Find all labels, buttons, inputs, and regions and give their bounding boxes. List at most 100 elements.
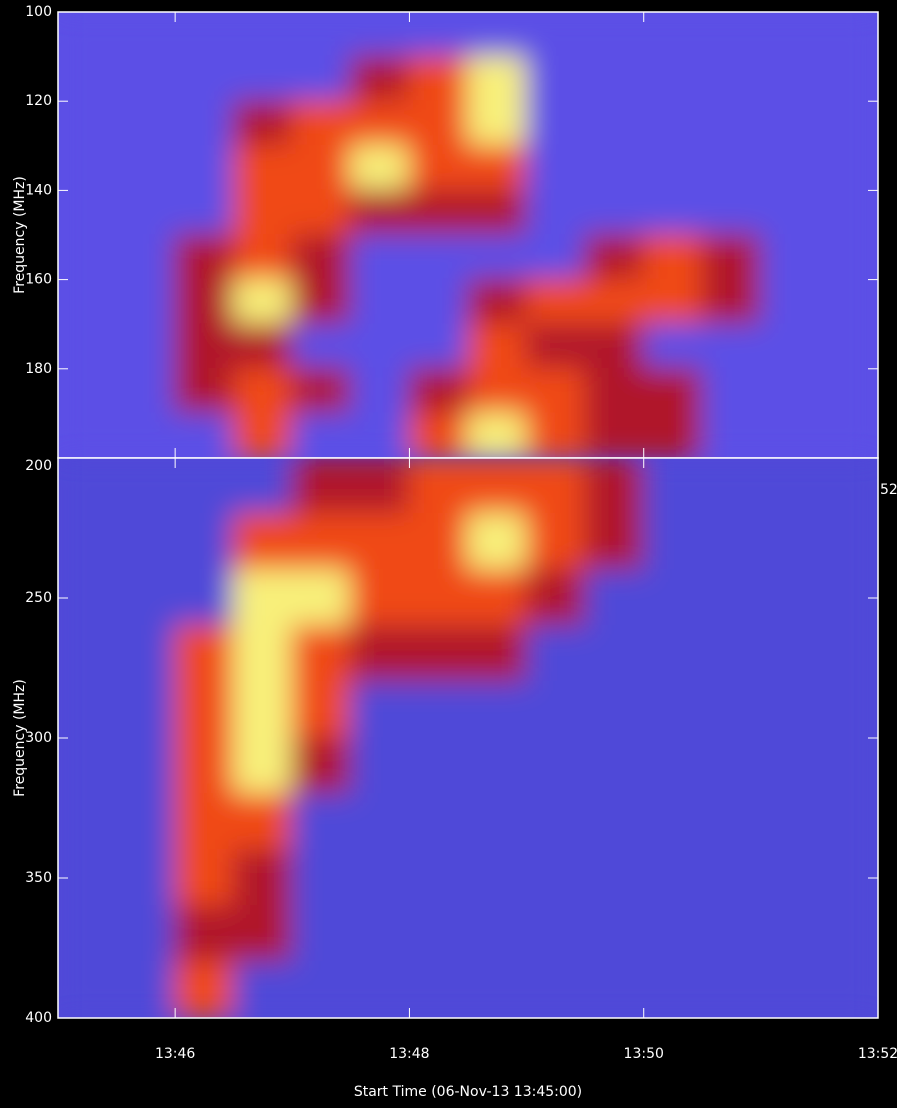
- heatmap-cell: [701, 55, 762, 103]
- heatmap-cell: [232, 793, 294, 851]
- heatmap-cell: [584, 100, 645, 147]
- heatmap-cell: [408, 849, 469, 907]
- heatmap-cell: [759, 513, 821, 571]
- heatmap-cell: [642, 100, 704, 147]
- heatmap-cell: [818, 905, 878, 963]
- heatmap-cell: [759, 412, 821, 458]
- heatmap-cell: [58, 12, 118, 58]
- heatmap-cell: [408, 737, 469, 795]
- heatmap-cell: [115, 100, 177, 147]
- heatmap-cell: [642, 737, 704, 795]
- heatmap-cell: [642, 961, 704, 1018]
- heatmap-cell: [291, 412, 352, 458]
- heatmap-cell: [232, 681, 294, 739]
- heatmap-cell: [584, 189, 645, 236]
- heatmap-cell: [115, 905, 177, 963]
- heatmap-cell: [291, 625, 352, 683]
- heatmap: [58, 458, 878, 1018]
- heatmap-cell: [408, 189, 469, 236]
- heatmap-cell: [759, 961, 821, 1018]
- heatmap-cell: [818, 737, 878, 795]
- heatmap-cell: [291, 513, 352, 571]
- heatmap-cell: [291, 458, 352, 515]
- heatmap-cell: [115, 144, 177, 192]
- y-tick-label: 400: [25, 1010, 52, 1026]
- heatmap-cell: [642, 189, 704, 236]
- heatmap-cell: [642, 234, 704, 281]
- heatmap-cell: [408, 569, 469, 627]
- y-tick-label: 140: [25, 182, 52, 198]
- heatmap-cell: [349, 367, 411, 415]
- heatmap-cell: [349, 849, 411, 907]
- heatmap-cell: [115, 323, 177, 370]
- heatmap-cell: [58, 55, 118, 103]
- heatmap-cell: [467, 278, 528, 326]
- heatmap-cell: [291, 849, 352, 907]
- heatmap-cell: [642, 513, 704, 571]
- heatmap-cell: [759, 458, 821, 515]
- heatmap-cell: [818, 234, 878, 281]
- heatmap-cell: [408, 412, 469, 458]
- heatmap-cell: [584, 55, 645, 103]
- heatmap-cell: [701, 234, 762, 281]
- heatmap-cell: [584, 793, 645, 851]
- heatmap-cell: [525, 513, 587, 571]
- heatmap-cell: [58, 100, 118, 147]
- heatmap-cell: [408, 234, 469, 281]
- heatmap-cell: [525, 737, 587, 795]
- heatmap-cell: [584, 367, 645, 415]
- heatmap-cell: [291, 100, 352, 147]
- heatmap-cell: [58, 278, 118, 326]
- y-tick-label: 120: [25, 93, 52, 109]
- heatmap-cell: [642, 681, 704, 739]
- heatmap-cell: [525, 793, 587, 851]
- heatmap-cell: [642, 55, 704, 103]
- heatmap-cell: [759, 367, 821, 415]
- heatmap-cell: [818, 12, 878, 58]
- heatmap-cell: [115, 278, 177, 326]
- heatmap-cell: [759, 278, 821, 326]
- heatmap-cell: [232, 737, 294, 795]
- heatmap-cell: [232, 961, 294, 1018]
- heatmap-cell: [232, 569, 294, 627]
- heatmap-cell: [174, 905, 235, 963]
- heatmap-cell: [115, 737, 177, 795]
- heatmap-cell: [584, 458, 645, 515]
- heatmap-cell: [115, 412, 177, 458]
- y-tick-label: 180: [25, 361, 52, 377]
- heatmap-cell: [174, 189, 235, 236]
- heatmap-cell: [525, 625, 587, 683]
- heatmap-cell: [467, 737, 528, 795]
- heatmap-cell: [759, 55, 821, 103]
- heatmap-cell: [759, 793, 821, 851]
- heatmap-cell: [525, 234, 587, 281]
- y-axis-label: Frequency (MHz): [12, 176, 28, 294]
- heatmap-cell: [467, 625, 528, 683]
- heatmap-cell: [349, 55, 411, 103]
- heatmap-cell: [525, 323, 587, 370]
- y-tick-label: 350: [25, 870, 52, 886]
- heatmap-cell: [525, 458, 587, 515]
- heatmap-cell: [642, 412, 704, 458]
- heatmap-cell: [818, 367, 878, 415]
- heatmap-cell: [525, 849, 587, 907]
- heatmap-cell: [818, 55, 878, 103]
- heatmap-cell: [232, 12, 294, 58]
- heatmap-cell: [232, 367, 294, 415]
- heatmap-cell: [349, 681, 411, 739]
- heatmap-cell: [525, 961, 587, 1018]
- heatmap-cell: [115, 793, 177, 851]
- heatmap-cell: [408, 625, 469, 683]
- heatmap-cell: [759, 323, 821, 370]
- heatmap-cell: [174, 793, 235, 851]
- heatmap-cell: [525, 55, 587, 103]
- heatmap-cell: [642, 458, 704, 515]
- heatmap-cell: [174, 513, 235, 571]
- heatmap-cell: [174, 961, 235, 1018]
- heatmap-cell: [525, 412, 587, 458]
- heatmap-cell: [232, 323, 294, 370]
- heatmap-cell: [349, 513, 411, 571]
- heatmap-cell: [818, 412, 878, 458]
- heatmap-cell: [291, 737, 352, 795]
- heatmap-cell: [174, 278, 235, 326]
